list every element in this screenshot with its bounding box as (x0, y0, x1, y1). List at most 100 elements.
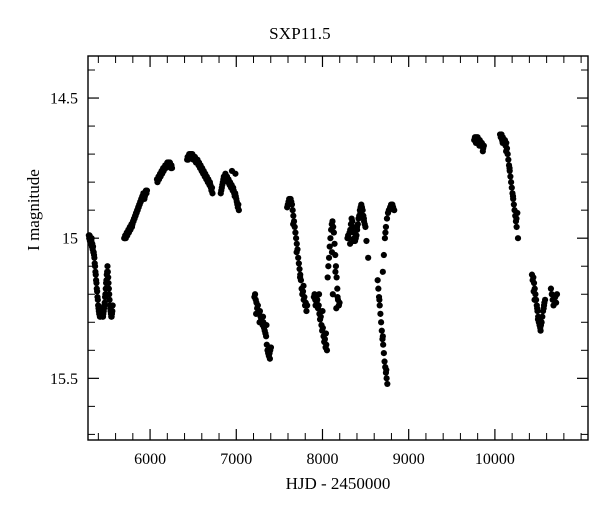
data-point (540, 302, 548, 309)
data-point (332, 263, 340, 270)
data-point (327, 235, 334, 242)
data-point (301, 293, 308, 301)
data-point (326, 243, 333, 250)
data-point (336, 299, 343, 306)
data-point (385, 207, 392, 214)
axis-ticks (88, 56, 588, 440)
data-point (289, 207, 296, 214)
axis-tick-labels: 6000 7000 8000 9000 10000 14.5 15 15.5 (50, 91, 515, 468)
data-point (332, 268, 339, 275)
data-point (168, 165, 176, 172)
data-point (312, 302, 319, 309)
data-point (314, 296, 321, 303)
data-point (322, 330, 330, 337)
x-tick-label: 8000 (306, 451, 338, 468)
data-point (293, 249, 300, 256)
data-point (324, 274, 331, 281)
data-point (290, 221, 297, 228)
data-point (479, 148, 486, 155)
data-point (143, 187, 151, 194)
data-point (94, 288, 101, 295)
data-point (381, 235, 388, 242)
data-point (381, 358, 388, 365)
data-point (105, 279, 112, 287)
data-point (91, 254, 98, 261)
data-point (319, 324, 326, 331)
data-point (508, 179, 515, 186)
data-point (106, 291, 113, 298)
data-point (296, 265, 303, 273)
data-point (349, 218, 356, 225)
data-point (266, 355, 273, 362)
data-point (315, 291, 323, 298)
data-point (391, 207, 398, 214)
y-tick-label: 15 (62, 231, 78, 248)
data-point (379, 268, 386, 275)
data-point (295, 260, 302, 267)
data-point (106, 296, 113, 303)
data-point (104, 268, 111, 275)
data-point (547, 285, 555, 292)
data-point (379, 333, 386, 340)
data-point (383, 366, 390, 374)
plot-frame (87, 55, 589, 441)
x-tick-label: 9000 (393, 451, 425, 468)
data-point (530, 274, 537, 281)
data-point (93, 279, 100, 287)
data-point (323, 347, 331, 354)
data-point (362, 223, 369, 231)
data-point (325, 263, 332, 270)
data-point (330, 229, 337, 236)
data-point (109, 302, 116, 309)
data-point (376, 302, 383, 309)
data-point (325, 254, 333, 261)
data-point (92, 271, 99, 278)
data-point (94, 296, 101, 303)
data-point (382, 223, 390, 231)
data-point (514, 235, 522, 242)
x-tick-label: 6000 (134, 451, 166, 468)
data-point (331, 240, 338, 247)
data-point (353, 223, 361, 231)
data-point (334, 293, 341, 301)
data-point (553, 299, 560, 306)
data-point (104, 263, 111, 270)
data-point (508, 184, 515, 191)
data-point (383, 375, 390, 382)
data-point (382, 229, 389, 236)
data-point (209, 190, 216, 197)
page-title: SXP11.5 (269, 24, 331, 43)
x-tick-label: 10000 (475, 451, 515, 468)
data-point (503, 148, 510, 155)
data-point (267, 344, 275, 351)
data-point (350, 237, 357, 245)
data-point (333, 274, 340, 281)
data-point (530, 288, 537, 295)
data-point (378, 319, 385, 326)
data-point (374, 277, 381, 284)
data-point (251, 291, 259, 298)
data-point (321, 335, 328, 343)
data-point (232, 170, 239, 177)
data-point (538, 319, 545, 326)
y-tick-label: 15.5 (50, 371, 78, 388)
data-point (376, 296, 383, 303)
data-point (328, 249, 336, 256)
data-point (531, 296, 538, 303)
data-point (303, 307, 310, 315)
y-tick-label: 14.5 (50, 91, 78, 108)
data-point (109, 307, 116, 315)
data-point (263, 333, 270, 340)
data-point (317, 313, 324, 320)
data-point (380, 341, 387, 348)
data-point (235, 201, 242, 208)
data-point (541, 296, 549, 303)
data-point (296, 274, 304, 281)
data-point (510, 201, 517, 208)
data-point (105, 274, 112, 281)
data-point (256, 319, 263, 326)
data-point (88, 235, 95, 242)
